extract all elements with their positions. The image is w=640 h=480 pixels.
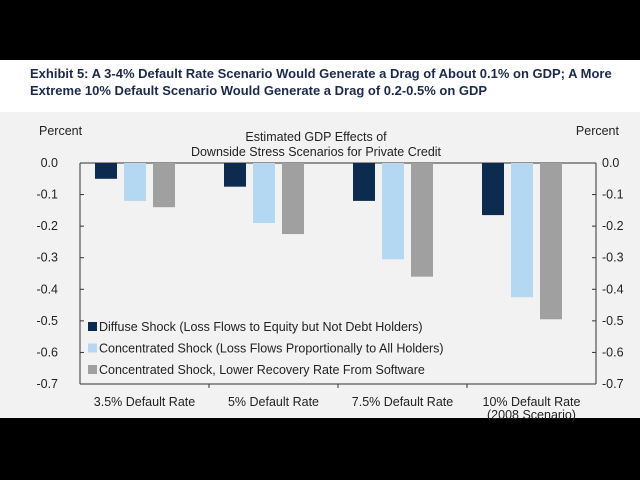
y-tick-label-left: -0.4 <box>36 282 58 296</box>
bar <box>253 163 275 223</box>
chart-title-line: Downside Stress Scenarios for Private Cr… <box>191 145 442 159</box>
y-tick-label-left: -0.7 <box>36 377 58 391</box>
legend-swatch <box>88 322 97 331</box>
exhibit-title: Exhibit 5: A 3-4% Default Rate Scenario … <box>30 66 612 98</box>
y-tick-label-right: 0.0 <box>602 156 619 170</box>
y-tick-label-right: -0.3 <box>602 251 624 265</box>
bar <box>95 163 117 179</box>
x-category-label: (2008 Scenario) <box>487 408 576 422</box>
y-tick-label-right: -0.2 <box>602 219 624 233</box>
bar <box>411 163 433 277</box>
legend-entry: Concentrated Shock, Lower Recovery Rate … <box>99 363 425 377</box>
legend-entry: Concentrated Shock (Loss Flows Proportio… <box>99 342 444 356</box>
x-category-label: 3.5% Default Rate <box>94 395 195 409</box>
x-category-label: 5% Default Rate <box>228 395 319 409</box>
x-category-label: 7.5% Default Rate <box>352 395 453 409</box>
bar <box>124 163 146 201</box>
legend-swatch <box>88 343 97 353</box>
y-tick-label-left: 0.0 <box>41 156 58 170</box>
y-tick-label-right: -0.6 <box>602 345 624 359</box>
bar <box>153 163 175 208</box>
chart-title-line: Estimated GDP Effects of <box>245 130 387 144</box>
y-tick-label-left: -0.2 <box>36 219 58 233</box>
bar <box>511 163 533 298</box>
bar <box>482 163 504 216</box>
y-tick-label-right: -0.7 <box>602 377 624 391</box>
legend-swatch <box>88 365 97 374</box>
bar <box>382 163 404 260</box>
y-tick-label-right: -0.4 <box>602 282 624 296</box>
y-tick-label-left: -0.5 <box>36 314 58 328</box>
y-tick-label-left: -0.6 <box>36 345 58 359</box>
y-tick-label-left: -0.1 <box>36 188 58 202</box>
y-tick-label-right: -0.1 <box>602 188 624 202</box>
x-category-label: 10% Default Rate <box>483 395 581 409</box>
bar <box>540 163 562 320</box>
y-axis-label-left: Percent <box>39 124 83 138</box>
y-tick-label-right: -0.5 <box>602 314 624 328</box>
bar <box>353 163 375 201</box>
bar <box>224 163 246 187</box>
y-tick-label-left: -0.3 <box>36 251 58 265</box>
legend-entry: Diffuse Shock (Loss Flows to Equity but … <box>99 320 423 334</box>
y-axis-label-right: Percent <box>576 124 620 138</box>
bar <box>282 163 304 235</box>
